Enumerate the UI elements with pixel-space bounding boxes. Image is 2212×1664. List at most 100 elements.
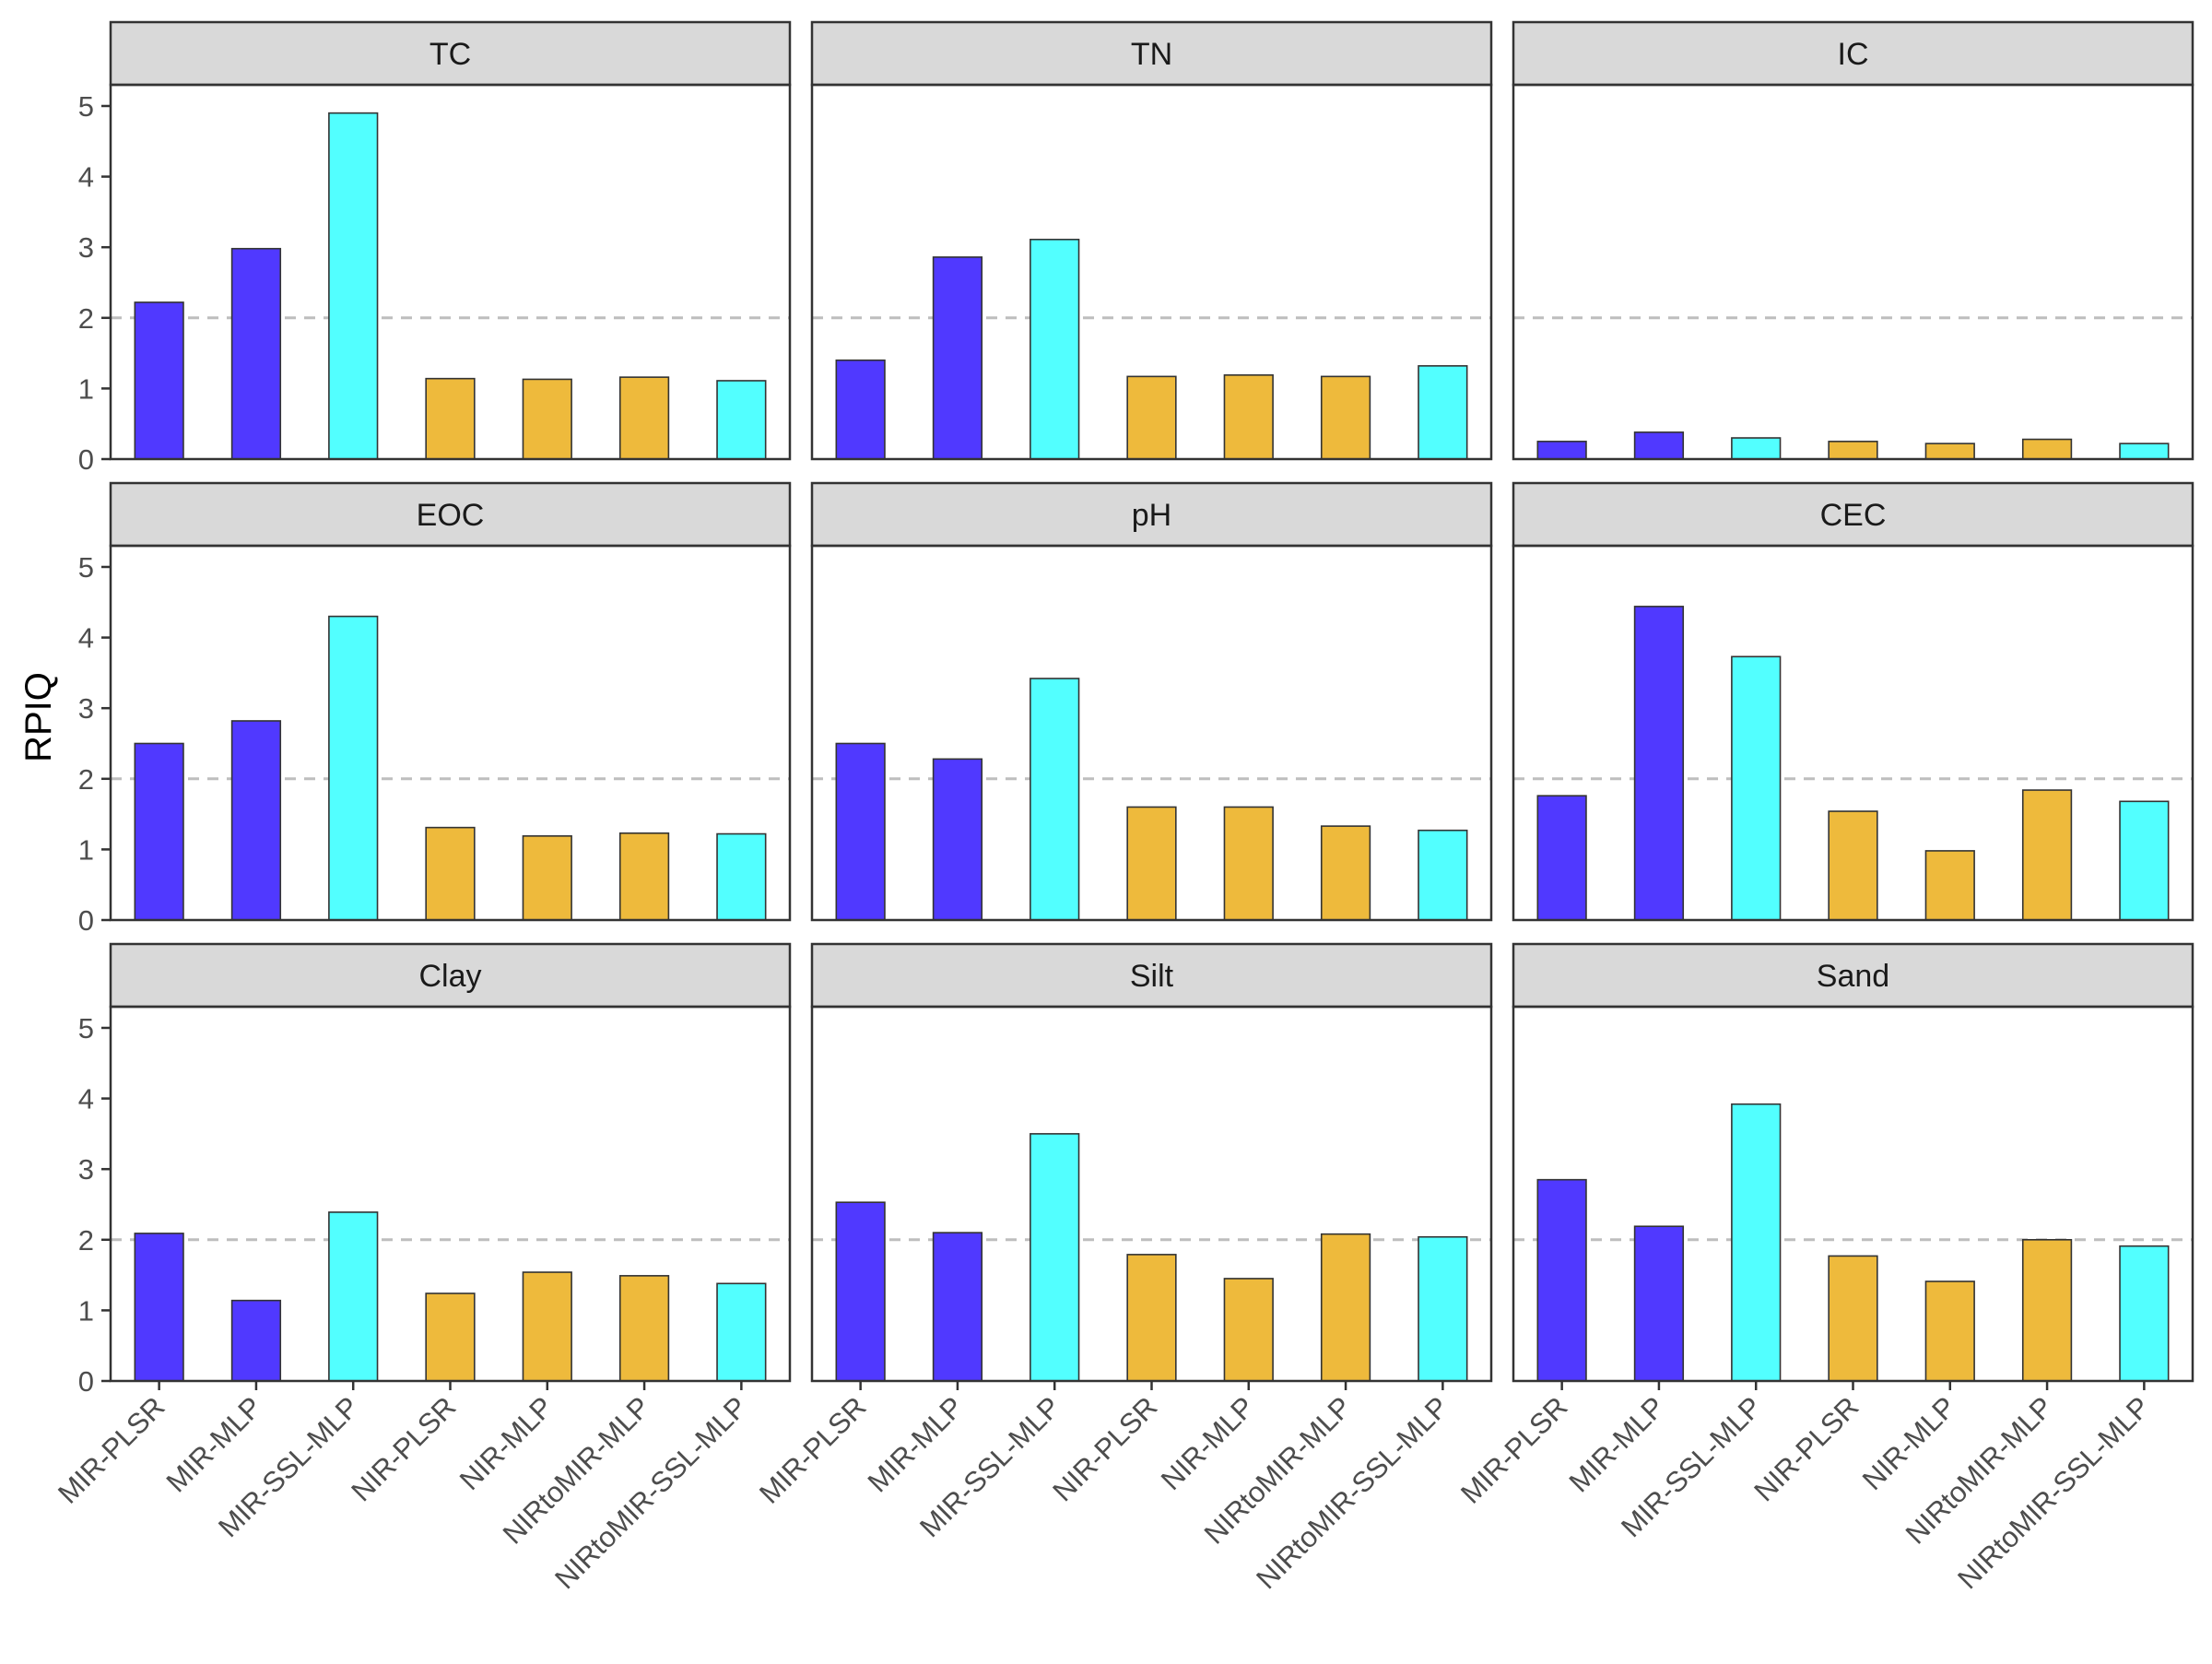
bar: [1030, 678, 1080, 921]
x-tick-label: MIR-PLSR: [753, 1390, 873, 1509]
bar: [835, 742, 886, 921]
bar: [618, 1275, 670, 1382]
panel-border: [810, 544, 1493, 922]
bar: [618, 832, 670, 921]
bar: [1223, 1278, 1274, 1382]
facet-strip: [109, 942, 792, 1009]
facet-strip: [109, 20, 792, 87]
bar: [1320, 825, 1371, 921]
bar: [2119, 1245, 2170, 1382]
y-tick-label: 5: [78, 551, 94, 584]
y-tick-label: 4: [78, 622, 94, 655]
bar: [2021, 438, 2073, 460]
bar: [1320, 375, 1371, 460]
facet-title: IC: [1838, 37, 1869, 72]
bar: [1223, 374, 1274, 460]
bar: [328, 112, 379, 460]
y-tick-label: 0: [78, 443, 94, 476]
panel-border: [109, 544, 792, 922]
facet-title: Sand: [1817, 959, 1889, 994]
bar: [1536, 1178, 1587, 1382]
bar: [1731, 1103, 1782, 1382]
bar: [1633, 606, 1685, 921]
y-tick-label: 5: [78, 1012, 94, 1044]
panel-border: [1512, 83, 2194, 461]
panel-border: [810, 83, 1493, 461]
bar: [230, 1299, 282, 1382]
x-tick-label: NIR-PLSR: [1046, 1390, 1163, 1507]
y-tick-label: 1: [78, 1294, 94, 1327]
y-axis-title: RPIQ: [18, 672, 59, 762]
y-tick-label: 2: [78, 763, 94, 796]
bar: [230, 720, 282, 921]
bar: [1126, 1254, 1177, 1382]
bar: [2119, 800, 2170, 921]
bar: [1633, 1225, 1685, 1382]
bar: [1924, 443, 1975, 460]
y-tick-label: 1: [78, 372, 94, 405]
x-tick-label: NIRtoMIR-SSL-MLP: [548, 1390, 753, 1595]
bar: [716, 1282, 767, 1382]
bar: [1418, 365, 1468, 460]
y-tick-label: 1: [78, 833, 94, 866]
y-tick-label: 2: [78, 1224, 94, 1257]
facet-strip: [109, 481, 792, 548]
facet-title: CEC: [1820, 498, 1887, 533]
bar: [328, 1211, 379, 1382]
bar: [1828, 441, 1878, 460]
x-tick-label: NIR-PLSR: [1747, 1390, 1865, 1507]
bar: [522, 835, 572, 921]
facet-strip: [810, 481, 1493, 548]
y-tick-label: 2: [78, 302, 94, 335]
bar: [1126, 806, 1177, 921]
bar: [932, 1232, 983, 1382]
bar: [716, 380, 767, 460]
bar: [1030, 1133, 1080, 1382]
panel-border: [1512, 544, 2194, 922]
bar: [522, 378, 572, 460]
facet-title: pH: [1132, 498, 1171, 533]
x-tick-label: MIR-PLSR: [52, 1390, 171, 1509]
bar: [1418, 1235, 1468, 1382]
y-tick-label: 3: [78, 692, 94, 725]
bar: [1536, 441, 1587, 460]
bar: [716, 832, 767, 921]
bar: [1223, 806, 1274, 921]
y-tick-label: 0: [78, 1365, 94, 1398]
bar: [522, 1271, 572, 1382]
bar: [932, 256, 983, 460]
bar: [1828, 1255, 1878, 1382]
bar: [2021, 1238, 2073, 1382]
bar: [1633, 431, 1685, 460]
y-tick-label: 4: [78, 161, 94, 194]
x-tick-label: NIRtoMIR-SSL-MLP: [1951, 1390, 2156, 1595]
bar: [425, 826, 476, 921]
bar: [618, 376, 670, 460]
bar: [328, 615, 379, 921]
bar: [2119, 443, 2170, 460]
x-tick-label: NIR-PLSR: [345, 1390, 462, 1507]
bar: [1924, 1280, 1975, 1382]
bar: [1536, 795, 1587, 921]
bar: [932, 758, 983, 921]
bar: [1731, 437, 1782, 460]
facet-strip: [1512, 481, 2194, 548]
facet-title: TC: [429, 37, 471, 72]
bar: [425, 1292, 476, 1382]
facet-title: Silt: [1130, 959, 1174, 994]
bar: [425, 377, 476, 460]
y-tick-label: 3: [78, 231, 94, 264]
bar: [1731, 655, 1782, 921]
bar: [835, 1201, 886, 1382]
bar: [1924, 850, 1975, 921]
bar: [835, 359, 886, 460]
y-tick-label: 4: [78, 1083, 94, 1115]
bar: [134, 301, 184, 460]
facet-title: Clay: [418, 959, 481, 994]
bar: [134, 1233, 184, 1382]
y-tick-label: 0: [78, 904, 94, 937]
x-tick-label: MIR-PLSR: [1454, 1390, 1573, 1509]
bar: [1418, 829, 1468, 921]
